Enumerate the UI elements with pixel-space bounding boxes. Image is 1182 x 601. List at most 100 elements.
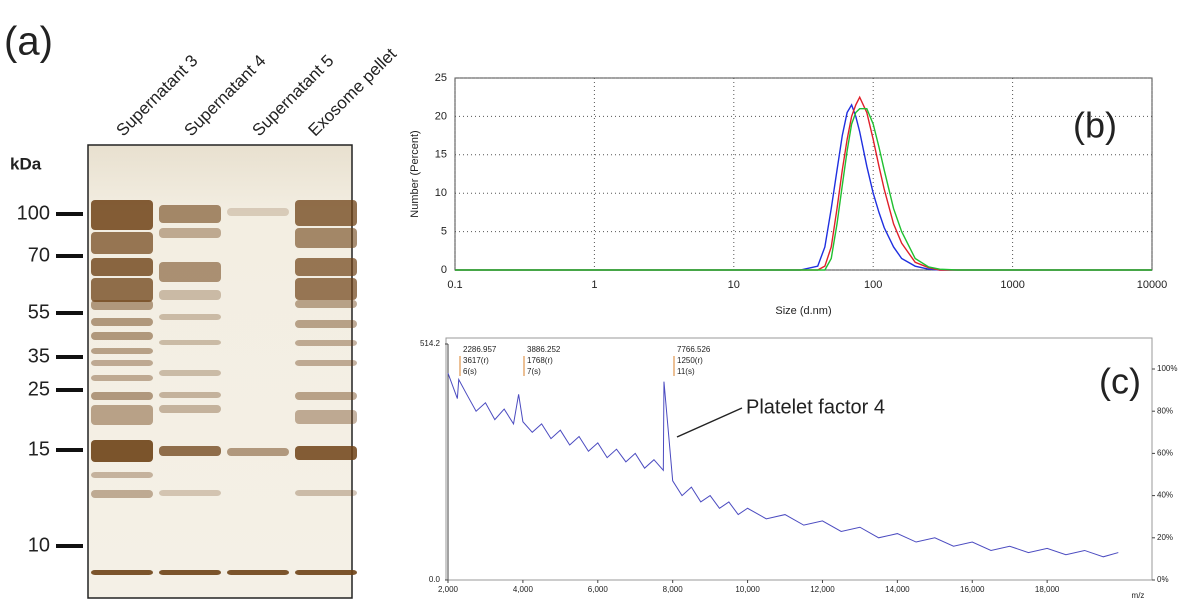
y-tick-label: 0	[441, 264, 447, 276]
callout: Platelet factor 4	[746, 396, 885, 418]
peak-label: 11(s)	[677, 367, 695, 376]
gel-band	[227, 208, 289, 216]
y2-tick-label: 0%	[1157, 575, 1169, 584]
y-axis-label: Number (Percent)	[409, 130, 421, 217]
marker-label: 35	[28, 345, 50, 367]
spectrum-frame	[446, 338, 1152, 580]
y-tick-label: 10	[435, 187, 447, 199]
gel-band	[91, 200, 153, 230]
y2-tick-label: 100%	[1157, 364, 1177, 373]
peak-label: 6(s)	[463, 367, 477, 376]
gel-band	[159, 340, 221, 345]
gel-band	[91, 278, 153, 302]
peak-label: 3886.252	[527, 345, 561, 354]
x-axis-label: Size (d.nm)	[775, 305, 831, 317]
gel-band	[159, 446, 221, 456]
x-tick-label: 8,000	[663, 585, 684, 594]
y-tick-label: 15	[435, 149, 447, 161]
plot-frame	[455, 78, 1152, 270]
series-line	[455, 105, 1152, 270]
x-tick-label: 100	[864, 279, 882, 291]
gel-band	[159, 370, 221, 376]
y2-tick-label: 80%	[1157, 406, 1173, 415]
gel-band	[91, 232, 153, 254]
gel-band	[295, 392, 357, 400]
marker-label: 10	[28, 534, 50, 556]
unit-label: kDa	[10, 154, 42, 173]
x-tick-label: 2,000	[438, 585, 459, 594]
series-line	[455, 97, 1152, 270]
gel-band	[159, 262, 221, 282]
gel-band	[91, 300, 153, 310]
gel-band	[91, 570, 153, 575]
x-tick-label: 1000	[1000, 279, 1024, 291]
gel-band	[91, 375, 153, 381]
gel-band	[295, 410, 357, 424]
x-tick-label: 16,000	[960, 585, 985, 594]
y2-tick-label: 20%	[1157, 533, 1173, 542]
gel-band	[91, 258, 153, 276]
gel-band	[159, 290, 221, 300]
marker-label: 25	[28, 378, 50, 400]
gel-band	[295, 200, 357, 226]
x-tick-label: 18,000	[1035, 585, 1060, 594]
marker-label: 55	[28, 301, 50, 323]
gel-band	[227, 448, 289, 456]
gel-band	[91, 348, 153, 354]
y2-tick-label: 40%	[1157, 491, 1173, 500]
peak-label: 1768(r)	[527, 356, 553, 365]
gel-band	[295, 320, 357, 328]
gel-band	[159, 228, 221, 238]
gel-band	[295, 570, 357, 575]
gel-band	[159, 405, 221, 413]
x-tick-label: 4,000	[513, 585, 534, 594]
gel-band	[295, 278, 357, 300]
gel-band	[159, 570, 221, 575]
y-tick-label: 514.2	[420, 339, 441, 348]
panel-label: (c)	[1099, 361, 1141, 402]
y-tick-label: 25	[435, 72, 447, 84]
x-axis-label: m/z	[1132, 591, 1145, 600]
panel-label: (b)	[1073, 105, 1117, 146]
series-line	[455, 109, 1152, 270]
peak-label: 2286.957	[463, 345, 497, 354]
gel-band	[295, 490, 357, 496]
y2-tick-label: 60%	[1157, 449, 1173, 458]
panel-label: (a)	[4, 20, 53, 64]
gel-band	[91, 392, 153, 400]
peak-label: 3617(r)	[463, 356, 489, 365]
gel-band	[159, 314, 221, 320]
x-tick-label: 10000	[1137, 279, 1168, 291]
gel-band	[227, 570, 289, 575]
gel-band	[295, 258, 357, 276]
peak-label: 7766.526	[677, 345, 711, 354]
y-tick-label: 5	[441, 226, 447, 238]
gel-band	[295, 360, 357, 366]
gel-band	[295, 300, 357, 308]
x-tick-label: 6,000	[588, 585, 609, 594]
gel-band	[295, 446, 357, 460]
gel-band	[91, 360, 153, 366]
gel-band	[91, 318, 153, 326]
callout-line	[677, 408, 742, 437]
marker-label: 70	[28, 244, 50, 266]
x-tick-label: 10,000	[735, 585, 760, 594]
gel-band	[91, 440, 153, 462]
gel-band	[295, 340, 357, 346]
x-tick-label: 12,000	[810, 585, 835, 594]
marker-label: 15	[28, 438, 50, 460]
x-tick-label: 1	[591, 279, 597, 291]
gel-band	[91, 405, 153, 425]
x-tick-label: 0.1	[447, 279, 462, 291]
x-tick-label: 10	[728, 279, 740, 291]
marker-label: 100	[17, 202, 50, 224]
gel-band	[91, 490, 153, 498]
gel-band	[91, 472, 153, 478]
y-tick-label: 0.0	[429, 575, 441, 584]
peak-label: 1250(r)	[677, 356, 703, 365]
gel-band	[295, 228, 357, 248]
gel-band	[159, 205, 221, 223]
peak-label: 7(s)	[527, 367, 541, 376]
gel-band	[159, 490, 221, 496]
gel-band	[91, 332, 153, 340]
